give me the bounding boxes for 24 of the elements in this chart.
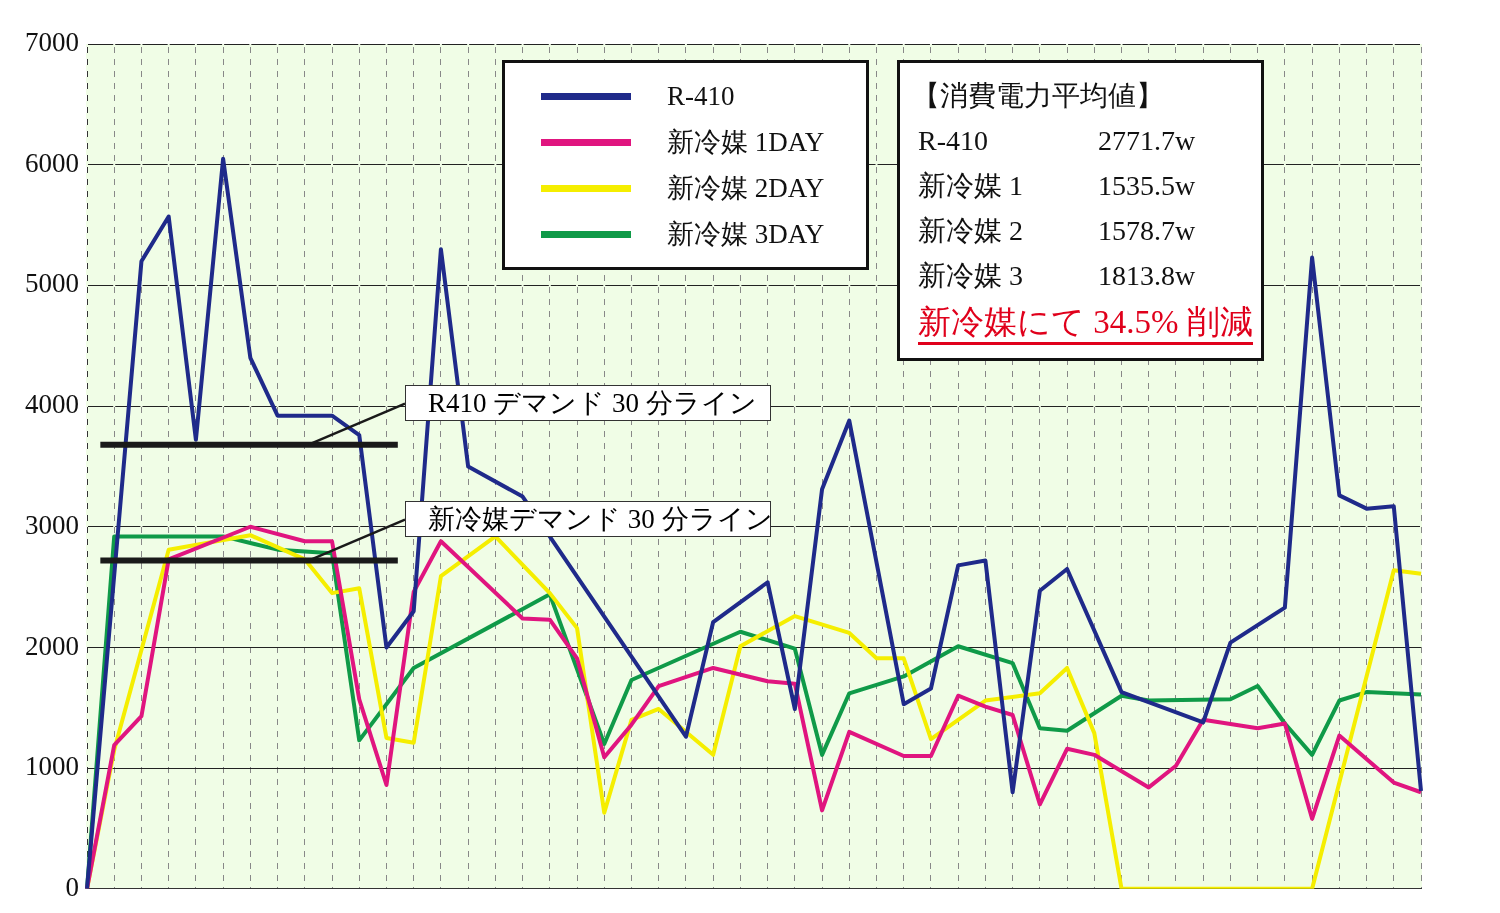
annotation: R-410 — [918, 124, 989, 157]
annotation: 新冷媒にて 34.5% 削減 — [918, 301, 1253, 345]
y-tick-label: 6000 — [25, 147, 79, 178]
y-tick-label: 3000 — [25, 509, 79, 540]
ref-line-label: 新冷媒デマンド 30 分ライン — [405, 500, 773, 537]
y-tick-label: 4000 — [25, 389, 79, 420]
y-tick-label: 0 — [65, 871, 79, 902]
y-tick-label: 5000 — [25, 268, 79, 299]
annotation: 1813.8w — [1098, 259, 1196, 292]
annotation: 新冷媒 3 — [918, 258, 1024, 293]
legend-label: 新冷媒 3DAY — [667, 218, 825, 251]
annotation: 新冷媒 2 — [918, 213, 1024, 248]
legend-label: R-410 — [667, 80, 735, 112]
ref-line-label: R410 デマンド 30 分ライン — [405, 384, 771, 421]
annotation: 1578.7w — [1098, 214, 1196, 247]
annotation: 新冷媒 1 — [918, 168, 1024, 203]
y-tick-label: 1000 — [25, 751, 79, 782]
annotation: 【消費電力平均値】 — [912, 78, 1165, 113]
legend-label: 新冷媒 2DAY — [667, 172, 825, 205]
y-tick-label: 7000 — [25, 27, 79, 58]
annotation: 1535.5w — [1098, 169, 1196, 202]
y-tick-label: 2000 — [25, 630, 79, 661]
legend-label: 新冷媒 1DAY — [667, 126, 825, 159]
annotation: 2771.7w — [1098, 124, 1196, 157]
